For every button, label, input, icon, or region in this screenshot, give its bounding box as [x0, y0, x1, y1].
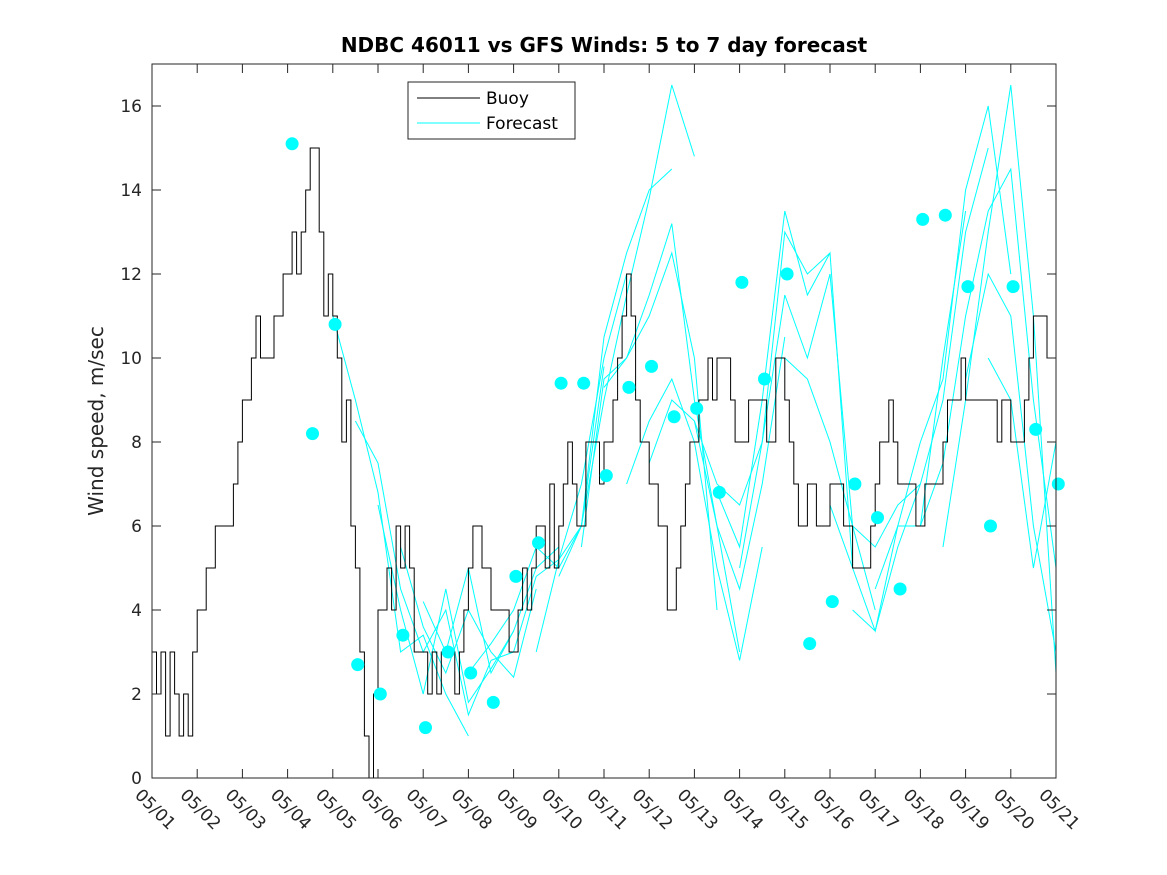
forecast-marker [825, 595, 839, 609]
forecast-marker [848, 477, 862, 491]
y-tick-label: 14 [120, 181, 142, 201]
forecast-marker [599, 469, 613, 483]
forecast-marker [373, 687, 387, 701]
forecast-marker [532, 536, 545, 550]
forecast-marker [667, 410, 681, 424]
legend-label-buoy: Buoy [486, 89, 529, 109]
legend-box [407, 81, 576, 140]
y-tick-label: 16 [120, 97, 142, 117]
buoy-line [152, 147, 1056, 779]
chart-title: NDBC 46011 vs GFS Winds: 5 to 7 day fore… [341, 33, 868, 57]
forecast-marker [441, 645, 455, 659]
forecast-marker [712, 485, 726, 499]
y-tick-label: 0 [131, 769, 142, 789]
y-tick-label: 12 [120, 265, 142, 285]
forecast-marker [735, 275, 749, 289]
forecast-line [874, 105, 1012, 590]
forecast-marker [328, 317, 342, 331]
forecast-marker [1006, 280, 1020, 294]
forecast-line [648, 336, 786, 591]
forecast-marker [554, 376, 568, 390]
forecast-marker [690, 401, 704, 415]
forecast-line [716, 210, 854, 569]
forecast-marker [871, 511, 884, 525]
y-axis-label: Wind speed, m/sec [84, 326, 108, 516]
legend-label-forecast: Forecast [486, 114, 558, 134]
forecast-marker [893, 582, 907, 596]
y-tick-label: 6 [131, 517, 142, 537]
forecast-marker [509, 569, 523, 583]
y-tick-label: 10 [120, 349, 142, 369]
y-tick-label: 2 [131, 685, 142, 705]
forecast-line [332, 315, 469, 737]
forecast-marker [984, 519, 997, 533]
forecast-marker [780, 267, 794, 281]
legend: Buoy Forecast [407, 81, 576, 140]
forecast-line [377, 504, 515, 704]
forecast-marker [306, 427, 319, 441]
forecast-marker [622, 380, 636, 394]
forecast-line [965, 272, 1057, 653]
y-tick-label: 8 [131, 433, 142, 453]
forecast-marker [419, 721, 432, 735]
forecast-line [942, 84, 1057, 674]
plot-content [152, 84, 1065, 779]
forecast-marker [645, 359, 658, 373]
forecast-marker [464, 666, 478, 680]
forecast-marker [1029, 422, 1043, 436]
forecast-marker [285, 137, 299, 151]
forecast-marker [351, 658, 365, 672]
y-tick-label: 4 [131, 601, 142, 621]
forecast-line [987, 357, 1057, 569]
forecast-marker [1051, 477, 1065, 491]
forecast-marker [486, 695, 500, 709]
forecast-marker [577, 376, 591, 390]
forecast-marker [803, 637, 817, 651]
forecast-marker [916, 212, 930, 226]
forecast-marker [396, 628, 410, 642]
forecast-marker [758, 372, 771, 386]
forecast-marker [961, 280, 975, 294]
forecast-line [580, 251, 718, 611]
forecast-marker [938, 208, 952, 222]
forecast-line [852, 147, 989, 632]
